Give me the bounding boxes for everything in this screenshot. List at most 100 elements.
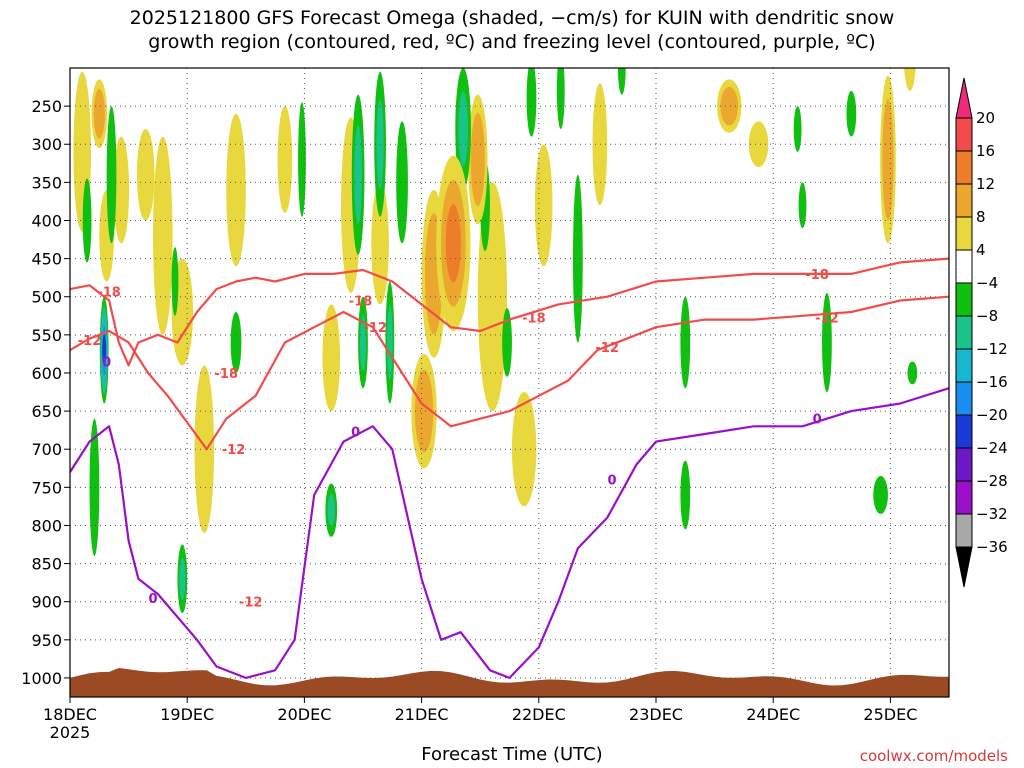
- contour-label: -18: [805, 268, 829, 283]
- omega-cell: [153, 136, 173, 335]
- omega-cell: [502, 308, 512, 377]
- omega-cell: [113, 136, 130, 244]
- contour-label: 0: [351, 426, 360, 441]
- plot-frame: [69, 67, 950, 698]
- omega-band: [617, 68, 626, 95]
- omega-cell: [171, 247, 179, 316]
- omega-cell: [99, 296, 109, 404]
- x-tick-label: 25DEC: [863, 705, 917, 724]
- omega-band: [354, 125, 363, 225]
- colorbar-label: 20: [976, 109, 995, 127]
- omega-band: [374, 205, 386, 281]
- contour-label: -18: [97, 285, 121, 300]
- omega-cell: [421, 189, 447, 358]
- omega-cell: [717, 79, 742, 133]
- omega-band: [907, 361, 918, 385]
- omega-band: [473, 130, 483, 189]
- omega-band: [798, 182, 807, 229]
- omega-band: [387, 304, 393, 381]
- colorbar-label: 16: [976, 142, 995, 160]
- x-tick-label: 19DEC: [160, 705, 214, 724]
- colorbar-segment: [955, 315, 973, 350]
- omega-cell: [822, 292, 832, 393]
- omega-band: [179, 557, 186, 600]
- colorbar-segment: [955, 513, 973, 548]
- omega-cell: [194, 365, 215, 534]
- colorbar: 20 16 12 8 4 −4 −8 −12 −16 −20 −24 −28 −32 −36: [955, 77, 1008, 588]
- omega-band: [846, 90, 857, 137]
- omega-band: [686, 15, 699, 61]
- omega-cell: [686, 15, 699, 61]
- colorbar-segment: [955, 381, 973, 416]
- y-tick-label: 900: [31, 593, 62, 612]
- omega-band: [359, 314, 367, 371]
- omega-cell: [277, 106, 293, 213]
- omega-band: [689, 23, 697, 51]
- contour-label: 0: [608, 474, 617, 489]
- omega-cell: [106, 106, 117, 244]
- chart-title: 2025121800 GFS Forecast Omega (shaded, −…: [129, 7, 895, 53]
- colorbar-label: 8: [976, 208, 986, 226]
- colorbar-label: −12: [976, 340, 1008, 358]
- omega-cell: [680, 460, 691, 530]
- omega-band: [156, 174, 169, 297]
- y-tick-label: 1000: [21, 669, 62, 688]
- colorbar-segment: [955, 183, 973, 218]
- contour-label: -18: [215, 367, 239, 382]
- y-tick-label: 950: [31, 631, 62, 650]
- y-tick-label: 500: [31, 288, 62, 307]
- omega-cell: [572, 174, 583, 343]
- omega-band: [526, 68, 537, 137]
- plot-background: [70, 68, 949, 697]
- omega-band: [298, 102, 306, 217]
- y-tick-label: 850: [31, 555, 62, 574]
- omega-band: [102, 334, 107, 366]
- contour-label: -12: [595, 341, 619, 356]
- contour-label: -12: [222, 443, 246, 458]
- omega-cell: [592, 83, 608, 206]
- x-tick-label: 22DEC: [512, 705, 566, 724]
- x-tick-label: 21DEC: [395, 705, 449, 724]
- x-tick-year: 2025: [50, 723, 91, 742]
- omega-band: [884, 122, 892, 197]
- omega-band: [106, 106, 117, 244]
- omega-cell: [82, 178, 92, 263]
- omega-band: [396, 121, 408, 244]
- omega-band: [230, 143, 243, 237]
- omega-cell: [177, 544, 188, 614]
- omega-band: [230, 311, 242, 373]
- omega-band: [76, 102, 88, 202]
- contour-label: -12: [815, 311, 839, 326]
- surface-layer: [70, 668, 949, 697]
- omega-cell: [873, 475, 888, 515]
- omega-band: [595, 106, 605, 182]
- omega-cell: [322, 304, 341, 412]
- omega-band: [680, 460, 691, 530]
- contour-label: -18: [349, 295, 373, 310]
- y-tick-label: 250: [31, 97, 62, 116]
- omega-cell: [91, 79, 108, 149]
- omega-cell: [526, 68, 537, 137]
- omega-band: [325, 324, 337, 391]
- colorbar-label: −32: [976, 505, 1008, 523]
- colorbar-label: −4: [976, 274, 998, 292]
- omega-band: [904, 68, 916, 91]
- contour-label: -12: [78, 334, 102, 349]
- omega-cell: [846, 90, 857, 137]
- omega-band: [556, 68, 565, 129]
- colorbar-bottom-arrow: [955, 546, 973, 588]
- contour-line: [70, 387, 949, 679]
- colorbar-label: −8: [976, 307, 998, 325]
- omega-band: [822, 292, 832, 393]
- omega-band: [116, 157, 127, 223]
- omega-band: [327, 493, 335, 527]
- omega-cell: [298, 102, 306, 217]
- omega-cell: [793, 106, 802, 152]
- omega-band: [752, 130, 765, 159]
- colorbar-label: −16: [976, 373, 1008, 391]
- y-tick-label: 550: [31, 326, 62, 345]
- colorbar-label: −36: [976, 538, 1008, 556]
- colorbar-segment: [955, 282, 973, 317]
- omega-cell: [396, 121, 408, 244]
